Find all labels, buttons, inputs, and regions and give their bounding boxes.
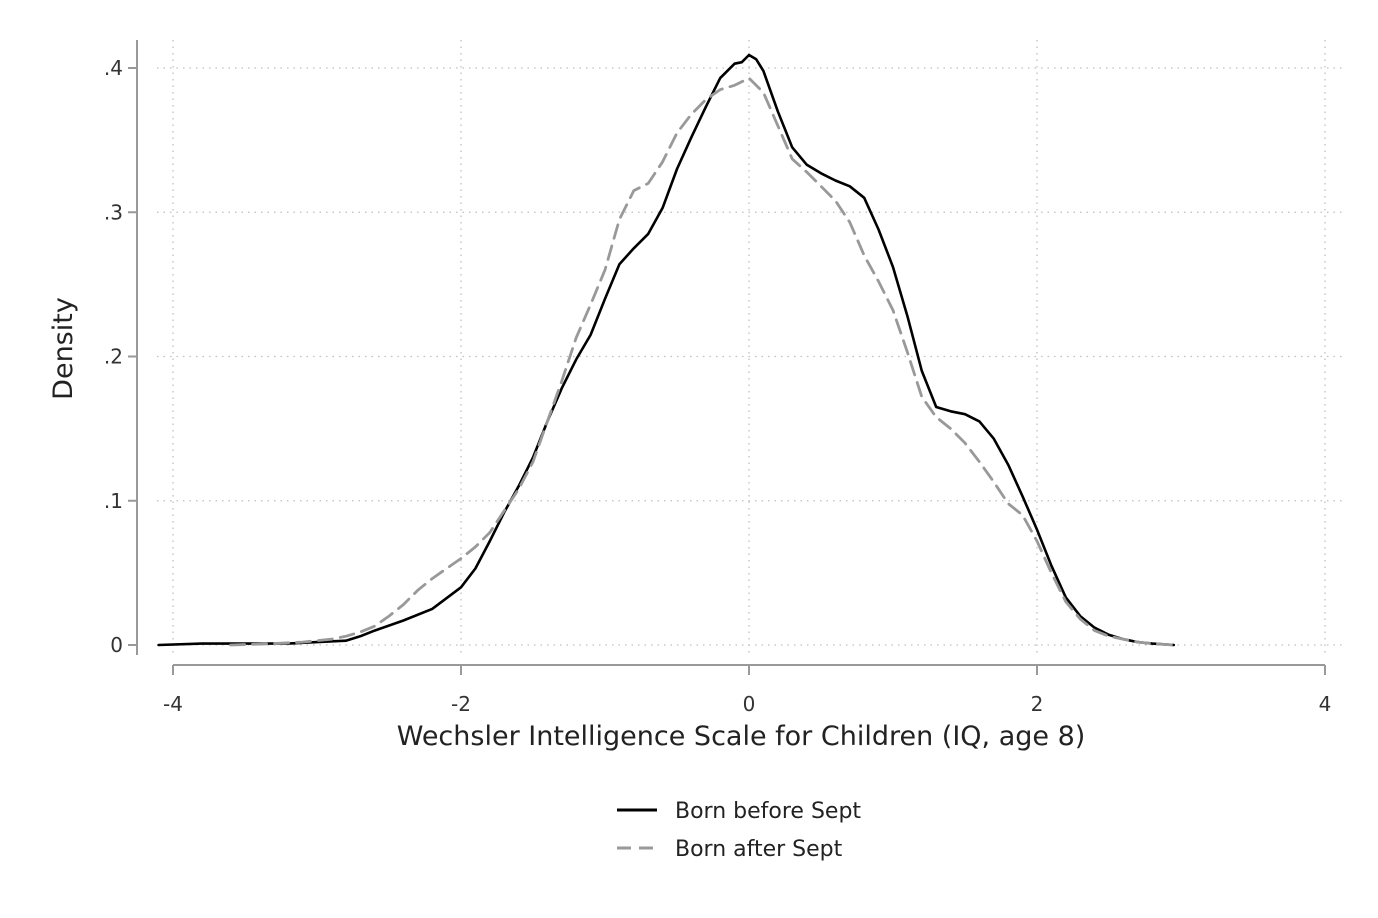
x-tick-label: -2 [451,692,471,716]
axes [136,40,1325,666]
y-tick-label: .2 [104,345,123,369]
grid-lines [157,40,1345,653]
series-line-1 [229,76,1176,647]
x-tick-label: 4 [1319,692,1332,716]
y-axis-title: Density [48,297,79,400]
tick-labels: 0 .1 .2 .3 .4 -4 -2 0 2 4 [104,56,1331,716]
series-lines [157,53,1176,647]
legend-label-1: Born after Sept [675,837,843,862]
legend: Born before Sept Born after Sept [617,799,861,862]
x-tick-label: 2 [1031,692,1044,716]
y-tick-label: .1 [104,489,123,513]
legend-label-0: Born before Sept [675,799,861,824]
x-axis-title: Wechsler Intelligence Scale for Children… [397,721,1086,752]
y-tick-label: .4 [104,56,123,80]
y-tick-label: .3 [104,200,123,224]
x-tick-label: 0 [743,692,756,716]
y-tick-label: 0 [110,633,123,657]
x-tick-label: -4 [163,692,183,716]
series-line-0 [157,53,1176,647]
